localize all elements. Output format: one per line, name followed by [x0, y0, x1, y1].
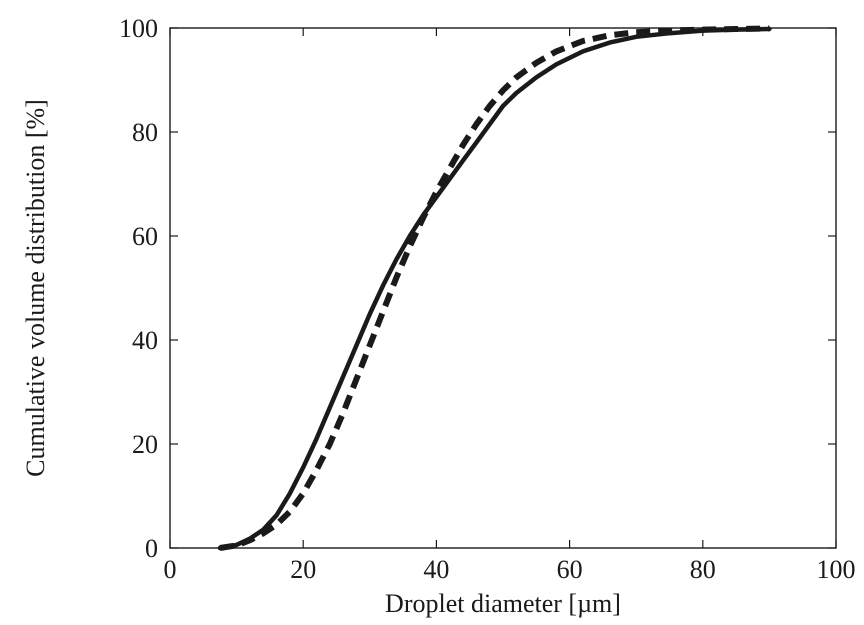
- dashed-series-line: [219, 25, 770, 551]
- x-tick-label: 20: [290, 555, 316, 584]
- y-axis-title: Cumulative volume distribution [%]: [21, 99, 50, 477]
- x-axis-title: Droplet diameter [µm]: [385, 589, 621, 618]
- y-tick-label: 0: [145, 534, 158, 563]
- solid-series-line: [217, 26, 772, 551]
- y-tick-label: 60: [132, 222, 158, 251]
- tick-labels: 0 20 40 60 80 100 0 20 40 60 80 100: [119, 14, 856, 584]
- x-tick-label: 40: [423, 555, 449, 584]
- x-tick-label: 80: [690, 555, 716, 584]
- y-tick-label: 100: [119, 14, 158, 43]
- x-tick-label: 100: [817, 555, 856, 584]
- x-tick-label: 0: [164, 555, 177, 584]
- y-tick-label: 40: [132, 326, 158, 355]
- y-tick-label: 20: [132, 430, 158, 459]
- axis-ticks: [169, 27, 837, 549]
- plot-frame: [169, 27, 837, 549]
- x-tick-label: 60: [557, 555, 583, 584]
- series-layer: [217, 25, 772, 551]
- y-tick-label: 80: [132, 118, 158, 147]
